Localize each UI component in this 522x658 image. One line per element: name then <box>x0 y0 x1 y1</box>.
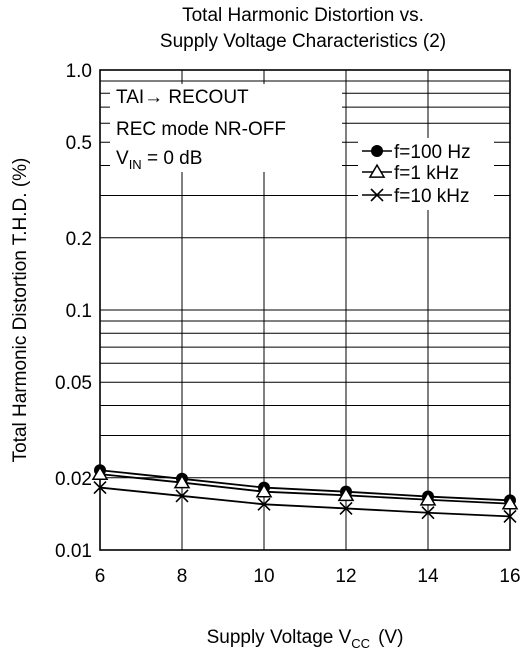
legend-marker <box>371 145 383 157</box>
annotation-line-3: VIN = 0 dB <box>116 148 202 172</box>
marker-stroke <box>339 501 353 516</box>
legend-marker <box>370 188 384 202</box>
y-tick-label: 0.2 <box>66 229 92 250</box>
y-tick-label: 0.02 <box>55 469 92 490</box>
data-point <box>173 474 191 489</box>
data-point <box>257 497 271 511</box>
legend-item: f=1 kHz <box>362 163 459 184</box>
x-tick-label: 16 <box>499 566 520 587</box>
x-tick-label: 12 <box>335 566 356 587</box>
series-2 <box>91 465 519 510</box>
annotation-v-rest: = 0 dB <box>142 148 203 169</box>
marker-stroke <box>175 489 189 503</box>
legend-label: f=10 kHz <box>394 186 470 207</box>
x-axis-label-unit: (V) <box>378 627 403 648</box>
legend-marker <box>368 163 386 178</box>
x-axis-label-main: Supply Voltage V <box>207 627 352 648</box>
data-point <box>175 489 189 503</box>
data-point <box>503 509 517 523</box>
data-point <box>501 495 519 510</box>
series-line <box>99 469 511 502</box>
x-axis-label-sub: CC <box>351 636 370 651</box>
marker-stroke <box>503 509 517 523</box>
y-tick-label: 0.1 <box>66 301 92 322</box>
legend-label: f=1 kHz <box>394 163 459 184</box>
x-tick-labels: 6 8 10 12 14 16 <box>95 566 521 587</box>
data-point <box>91 465 109 481</box>
y-axis-label: Total Harmonic Distortion T.H.D. (%) <box>10 158 31 463</box>
x-axis-label: Supply Voltage VCC (V) <box>207 627 404 651</box>
marker-stroke <box>93 481 107 495</box>
y-tick-label: 0.01 <box>55 541 92 562</box>
data-point <box>339 501 353 516</box>
y-tick-label: 1.0 <box>66 61 92 82</box>
marker-stroke <box>370 188 384 202</box>
data-point <box>337 486 355 502</box>
chart-title-line-2: Supply Voltage Characteristics (2) <box>160 31 446 52</box>
legend-item: f=100 Hz <box>362 142 471 163</box>
x-tick-label: 14 <box>417 566 439 587</box>
plot-frame <box>99 69 511 551</box>
y-tick-labels: 1.0 0.5 0.2 0.1 0.05 0.02 0.01 <box>55 61 92 562</box>
data-point <box>421 506 435 520</box>
series-layer <box>91 464 519 523</box>
data-point <box>93 481 107 495</box>
x-tick-label: 8 <box>177 566 188 587</box>
annotation-v-sub: IN <box>129 157 142 172</box>
x-tick-label: 6 <box>95 566 106 587</box>
data-point <box>419 491 437 506</box>
annotation-line-2: REC mode NR-OFF <box>116 119 286 140</box>
series-3 <box>93 481 517 523</box>
annotation-line-1: TAI→ RECOUT <box>116 87 249 108</box>
y-tick-label: 0.05 <box>55 373 92 394</box>
marker-stroke <box>421 506 435 520</box>
series-line <box>99 486 511 518</box>
data-point <box>255 483 273 498</box>
marker-stroke <box>257 497 271 511</box>
legend-item: f=10 kHz <box>362 186 470 207</box>
annotation-background <box>110 84 342 172</box>
y-tick-label: 0.5 <box>66 133 92 154</box>
chart-title-line-1: Total Harmonic Distortion vs. <box>182 5 424 26</box>
x-tick-label: 10 <box>253 566 274 587</box>
legend-label: f=100 Hz <box>394 142 471 163</box>
series-line <box>99 473 511 505</box>
annotation-v: V <box>116 148 129 169</box>
